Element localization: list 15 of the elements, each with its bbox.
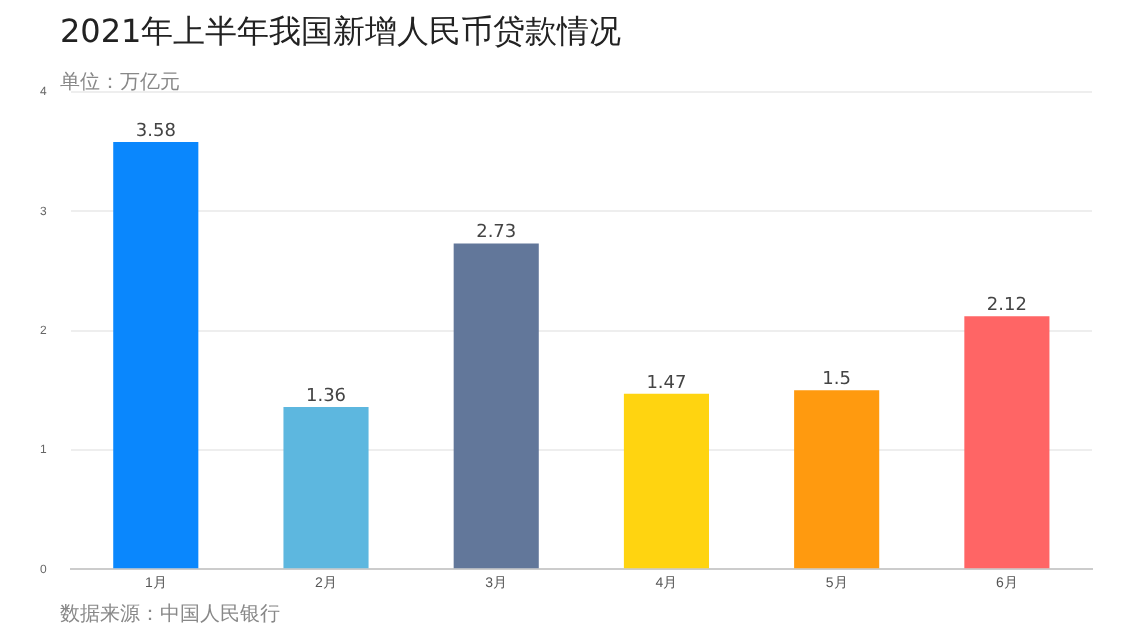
bar <box>113 142 199 569</box>
data-label: 1.47 <box>646 373 687 394</box>
bar <box>623 393 709 569</box>
bar <box>453 243 539 569</box>
chart-title: 2021年上半年我国新增人民币贷款情况 <box>60 12 622 54</box>
data-label: 2.12 <box>986 295 1027 316</box>
source-note: 数据来源：中国人民银行 <box>60 601 280 628</box>
data-label: 3.58 <box>135 121 177 142</box>
bar <box>964 316 1050 569</box>
data-label: 1.5 <box>822 369 851 390</box>
chart-subtitle: 单位：万亿元 <box>60 69 180 96</box>
bar <box>283 406 369 569</box>
data-label: 1.36 <box>305 386 347 407</box>
data-label: 2.73 <box>476 223 517 244</box>
bar <box>794 390 880 569</box>
